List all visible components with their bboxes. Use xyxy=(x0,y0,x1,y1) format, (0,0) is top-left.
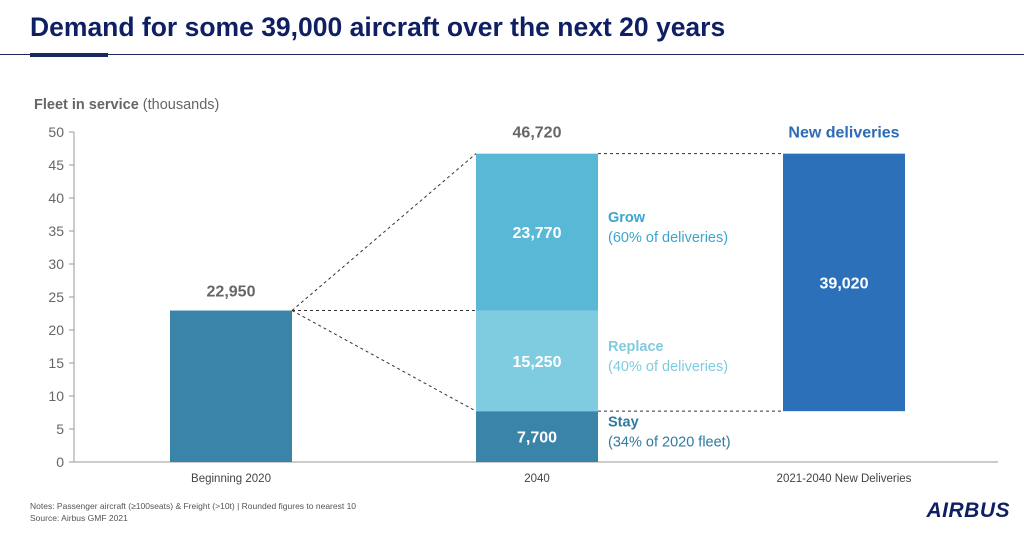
y-tick-label: 25 xyxy=(48,289,64,305)
value-label-beginning-2020: 22,950 xyxy=(207,284,256,301)
segment-name-replace: Replace xyxy=(608,339,664,355)
segment-note-grow: (60% of deliveries) xyxy=(608,230,728,246)
segment-note-stay: (34% of 2020 fleet) xyxy=(608,435,731,451)
x-tick-label: 2021-2040 New Deliveries xyxy=(777,473,912,485)
new-deliveries-header: New deliveries xyxy=(788,125,899,142)
value-label-grow: 23,770 xyxy=(513,225,562,242)
y-tick-label: 15 xyxy=(48,355,64,371)
y-tick-label: 45 xyxy=(48,157,64,173)
value-label-stay: 7,700 xyxy=(517,430,557,447)
y-axis-label: Fleet in service (thousands) xyxy=(34,97,219,113)
x-tick-label: 2040 xyxy=(524,473,550,485)
connector-lines xyxy=(291,153,783,412)
data-labels: 22,950 7,700 Stay (34% of 2020 fleet) 15,250… xyxy=(207,125,900,451)
title-divider xyxy=(0,54,1024,55)
y-tick-label: 20 xyxy=(48,322,64,338)
footer-source: Source: Airbus GMF 2021 xyxy=(30,513,128,523)
footer-notes: Notes: Passenger aircraft (≥100seats) & … xyxy=(30,501,357,511)
x-tick-label: Beginning 2020 xyxy=(191,473,271,485)
y-tick-label: 5 xyxy=(56,421,64,437)
total-label-2040: 46,720 xyxy=(513,125,562,142)
bar-2040-stay xyxy=(476,411,598,462)
connector-line xyxy=(291,153,477,311)
bar-2040-replace xyxy=(476,310,598,412)
y-axis-label-bold: Fleet in service xyxy=(34,97,139,113)
bars xyxy=(170,153,905,462)
x-axis: Beginning 2020 2040 2021-2040 New Deliveri… xyxy=(74,461,998,485)
y-tick-label: 10 xyxy=(48,388,64,404)
y-tick-label: 35 xyxy=(48,223,64,239)
y-axis-label-unit: (thousands) xyxy=(139,97,220,113)
airbus-logo: AIRBUS xyxy=(926,499,1010,522)
y-tick-label: 40 xyxy=(48,190,64,206)
value-label-replace: 15,250 xyxy=(513,354,562,371)
connector-line xyxy=(291,310,477,412)
value-label-new-deliveries: 39,020 xyxy=(820,275,869,292)
y-tick-label: 30 xyxy=(48,256,64,272)
bar-2040-grow xyxy=(476,153,598,311)
y-axis: 0 5 10 15 20 25 30 35 40 45 50 xyxy=(48,124,75,470)
y-tick-label: 0 xyxy=(56,454,64,470)
y-tick-label: 50 xyxy=(48,124,64,140)
segment-name-grow: Grow xyxy=(608,210,646,226)
segment-name-stay: Stay xyxy=(608,415,639,431)
segment-note-replace: (40% of deliveries) xyxy=(608,359,728,375)
bar-beginning-2020 xyxy=(170,310,292,462)
page-title: Demand for some 39,000 aircraft over the… xyxy=(30,12,726,42)
bar-new-deliveries xyxy=(783,153,905,412)
title-accent-bar xyxy=(30,53,108,57)
